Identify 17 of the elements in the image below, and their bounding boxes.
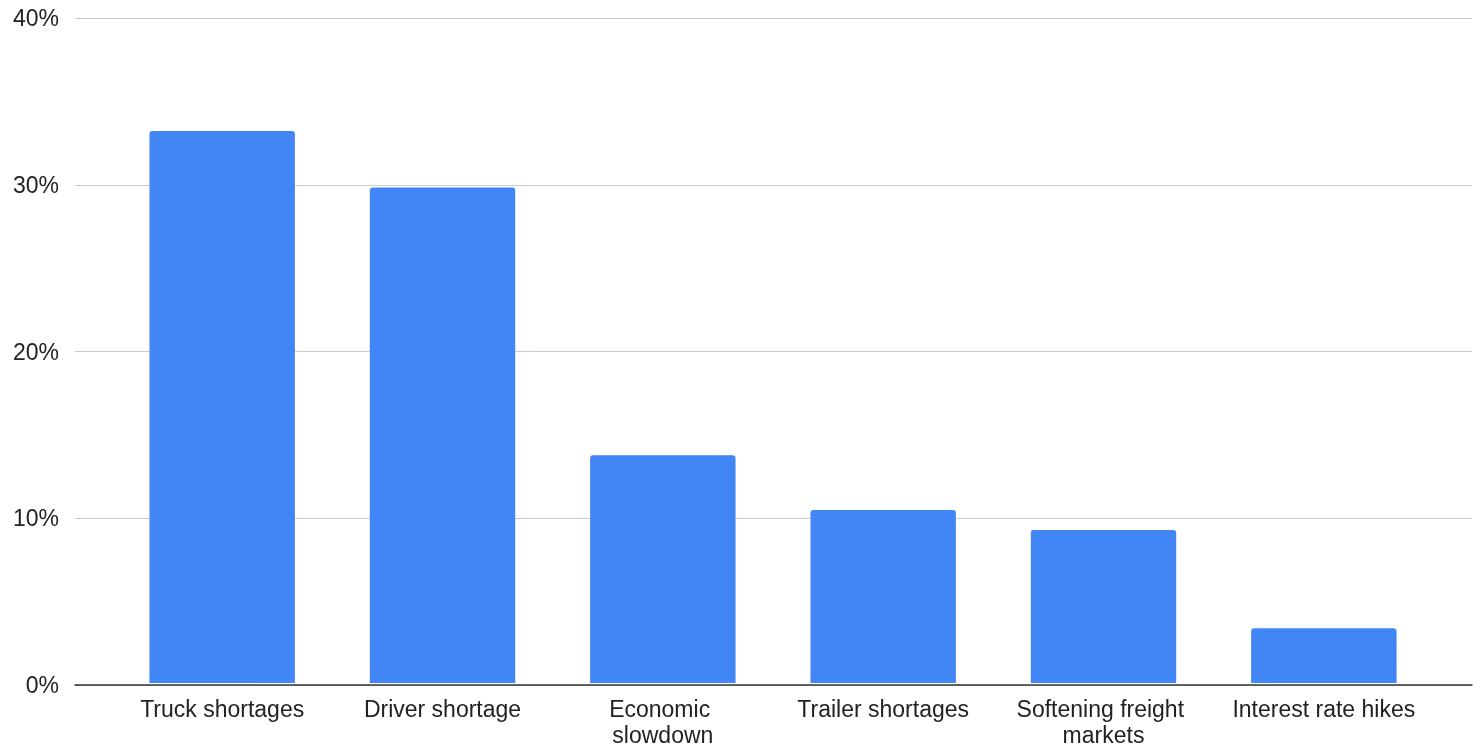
y-tick-label: 40% <box>12 5 59 31</box>
x-tick-label: Trailer shortages <box>797 696 970 722</box>
x-tick-label: Driver shortage <box>363 696 522 722</box>
bar <box>810 510 956 683</box>
bar <box>590 455 736 683</box>
bar <box>149 131 295 683</box>
bar <box>1251 628 1397 683</box>
y-tick-label: 0% <box>25 672 59 698</box>
y-tick-label: 20% <box>12 338 59 365</box>
x-tick-label: Softening freight markets <box>1016 696 1191 748</box>
bar <box>369 187 516 683</box>
x-tick-label: Truck shortages <box>140 696 305 722</box>
bar <box>1030 530 1177 683</box>
y-tick-label: 10% <box>12 505 59 532</box>
y-tick-label: 30% <box>12 171 59 198</box>
x-tick-label: Economic slowdown <box>609 696 717 748</box>
x-tick-label: Interest rate hikes <box>1232 696 1416 722</box>
